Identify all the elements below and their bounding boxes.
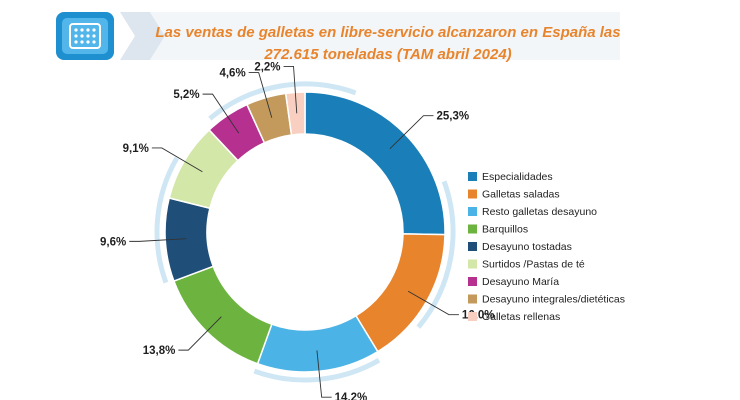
- legend-label-desayuno-tostadas: Desayuno tostadas: [482, 241, 572, 253]
- leader-line: [178, 316, 222, 351]
- decorative-arc: [416, 180, 456, 329]
- leader-line: [407, 290, 459, 316]
- donut-slices: [164, 91, 446, 373]
- data-label-barquillos: 13,8%: [143, 345, 176, 357]
- data-label-desayuno-integrales-dieteticas: 4,6%: [219, 68, 245, 80]
- header-banner: Las ventas de galletas en libre-servicio…: [56, 12, 621, 63]
- legend-swatch-galletas-saladas: [468, 189, 477, 199]
- leader-line: [389, 115, 434, 149]
- decorative-arcs: [154, 81, 456, 383]
- decorative-arc: [154, 156, 179, 284]
- leader-line: [202, 93, 240, 134]
- data-label-especialidades: 25,3%: [436, 111, 469, 123]
- legend-swatch-resto-galletas-desayuno: [468, 207, 477, 216]
- legend-swatch-desayuno-tostadas: [468, 242, 477, 251]
- data-label-desayuno-maria: 5,2%: [173, 89, 199, 101]
- slice-galletas-saladas: [354, 233, 446, 353]
- chart-title-line-1: Las ventas de galletas en libre-servicio…: [155, 24, 620, 41]
- legend-swatch-desayuno-integrales-dieteticas: [468, 294, 477, 304]
- chip-icon: [56, 12, 114, 60]
- data-label-resto-galletas-desayuno: 14,2%: [335, 392, 368, 400]
- leader-line: [316, 350, 332, 398]
- decorative-arc: [208, 81, 357, 121]
- banner-chevrons: [120, 12, 165, 60]
- legend-label-surtidos-pastas-de-te: Surtidos /Pastas de té: [482, 259, 585, 271]
- legend: Especialidades Galletas saladas Resto gall…: [468, 171, 625, 323]
- slice-especialidades: [304, 91, 446, 236]
- legend-label-especialidades: Especialidades: [482, 171, 553, 183]
- legend-swatch-especialidades: [468, 172, 477, 181]
- leader-line: [151, 147, 203, 173]
- legend-label-desayuno-maria: Desayuno María: [482, 276, 559, 288]
- slice-resto-galletas-desayuno: [256, 314, 379, 373]
- legend-label-galletas-rellenas: Galletas rellenas: [482, 311, 560, 323]
- data-label-desayuno-tostadas: 9,6%: [100, 236, 126, 248]
- data-label-galletas-rellenas: 2,2%: [254, 61, 280, 73]
- legend-swatch-galletas-rellenas: [468, 312, 477, 321]
- legend-label-barquillos: Barquillos: [482, 224, 528, 236]
- slice-galletas-rellenas: [284, 91, 306, 136]
- banner-stripe: [150, 12, 620, 60]
- legend-label-resto-galletas-desayuno: Resto galletas desayuno: [482, 206, 597, 218]
- legend-swatch-surtidos-pastas-de-te: [468, 259, 477, 269]
- legend-swatch-desayuno-maria: [468, 277, 477, 286]
- leader-line: [248, 72, 273, 118]
- leader-line: [129, 238, 187, 242]
- slice-barquillos: [172, 265, 273, 365]
- legend-swatch-barquillos: [468, 224, 477, 234]
- legend-label-desayuno-integrales-dieteticas: Desayuno integrales/dietéticas: [482, 294, 625, 306]
- leader-line: [283, 65, 298, 114]
- data-label-surtidos-pastas-de-te: 9,1%: [123, 143, 149, 155]
- chart-title-line-2: 272.615 toneladas (TAM abril 2024): [263, 46, 511, 63]
- legend-label-galletas-saladas: Galletas saladas: [482, 189, 560, 201]
- decorative-arc: [253, 358, 381, 383]
